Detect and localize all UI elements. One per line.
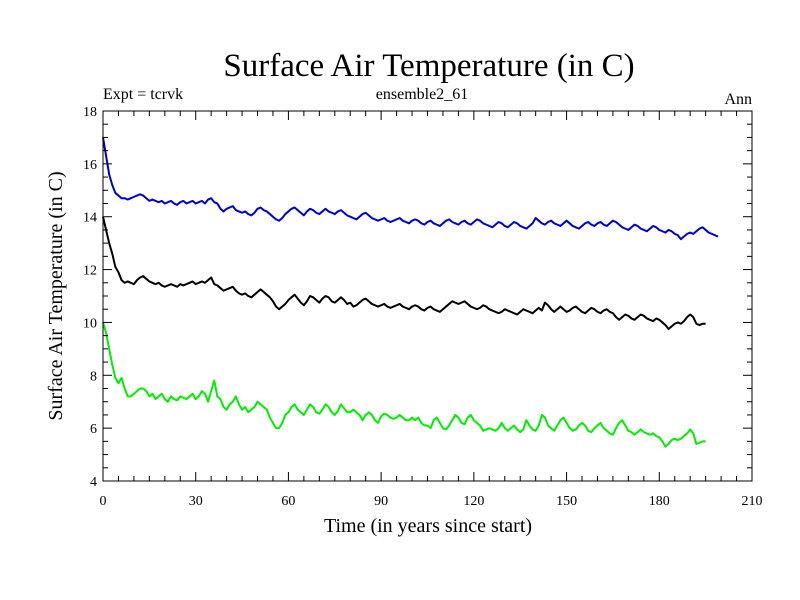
chart-title: Surface Air Temperature (in C) [223,48,634,84]
plot-lines [102,137,719,448]
x-tick-label: 60 [281,494,295,509]
y-tick-label: 6 [90,422,97,437]
y-tick-label: 16 [83,158,97,173]
tick-labels: 0 30 60 90 120 150 180 210 4 6 8 10 12 14 16 18 [83,105,763,509]
x-tick-label: 0 [100,494,107,509]
y-tick-label: 4 [90,475,97,490]
x-tick-label: 150 [556,494,577,509]
x-tick-label: 120 [463,494,484,509]
series-line-middle [102,216,706,331]
y-tick-label: 10 [83,316,97,331]
plot-frame [102,110,753,482]
season-label: Ann [724,91,752,108]
x-tick-label: 180 [649,494,670,509]
x-tick-label: 30 [189,494,203,509]
y-axis-label: Surface Air Temperature (in C) [45,171,67,420]
x-tick-label: 90 [374,494,388,509]
experiment-label: Expt = tcrvk [103,86,183,103]
y-tick-label: 14 [83,211,97,226]
x-axis-label: Time (in years since start) [324,515,532,537]
y-tick-label: 12 [83,264,97,279]
series-line-upper [102,137,719,241]
ensemble-label: ensemble2_61 [376,86,468,103]
x-tick-label: 210 [742,494,763,509]
series-line-lower [102,322,706,448]
y-tick-label: 8 [90,369,97,384]
y-tick-label: 18 [83,105,97,120]
